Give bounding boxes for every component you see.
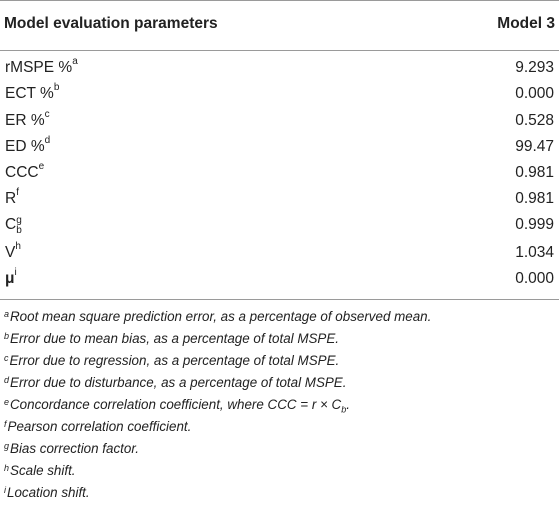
table-bottom-rule: [0, 299, 559, 300]
footnote-text: Location shift.: [7, 485, 90, 500]
footnote-mark: b: [4, 330, 10, 341]
row-label-text: R: [5, 190, 17, 207]
footnote-text: Error due to mean bias, as a percentage …: [10, 331, 340, 346]
footnote-text: Error due to disturbance, as a percentag…: [10, 375, 347, 390]
row-value: 0.000: [515, 270, 554, 287]
footnote: fPearson correlation coefficient.: [4, 419, 554, 441]
table-row: ER %c 0.528: [0, 109, 559, 136]
row-label: μi: [5, 266, 17, 288]
row-value: 0.999: [515, 216, 554, 233]
table-header-rule: [0, 50, 559, 51]
row-label: ECT %b: [5, 81, 60, 103]
footnote: cError due to regression, as a percentag…: [4, 353, 554, 375]
table-header-row: Model evaluation parameters Model 3: [0, 0, 559, 50]
row-label: Rf: [5, 186, 19, 208]
footnotes: aRoot mean square prediction error, as a…: [4, 309, 554, 507]
footnote-text: Concordance correlation coefficient, whe…: [10, 397, 342, 412]
footnote-text: Pearson correlation coefficient.: [7, 419, 192, 434]
table-row: ED %d 99.47: [0, 135, 559, 162]
footnote-mark: h: [4, 462, 10, 473]
footnote-mark: d: [4, 374, 10, 385]
table-row: Vh 1.034: [0, 241, 559, 268]
table-row: μi 0.000: [0, 267, 559, 294]
row-label-text: ED %: [5, 138, 45, 155]
footnote-mark: f: [4, 418, 7, 429]
footnote-mark: e: [4, 396, 10, 407]
row-label: ER %c: [5, 108, 50, 130]
row-value: 0.000: [515, 85, 554, 102]
footnote-text: Error due to regression, as a percentage…: [9, 353, 340, 368]
row-value: 0.981: [515, 164, 554, 181]
footnote: gBias correction factor.: [4, 441, 554, 463]
footnote: iLocation shift.: [4, 485, 554, 507]
row-label: Vh: [5, 240, 21, 262]
footnote: eConcordance correlation coefficient, wh…: [4, 397, 554, 419]
row-label-text: ECT %: [5, 85, 54, 102]
row-label-text: CCC: [5, 164, 39, 181]
row-label: CCCe: [5, 160, 45, 182]
row-value: 9.293: [515, 59, 554, 76]
table-row: ECT %b 0.000: [0, 82, 559, 109]
footnote: aRoot mean square prediction error, as a…: [4, 309, 554, 331]
row-label-sup: c: [44, 108, 50, 120]
footnote: dError due to disturbance, as a percenta…: [4, 375, 554, 397]
row-label-sup: i: [14, 266, 17, 278]
row-label-sup: d: [44, 134, 51, 146]
row-value: 1.034: [515, 244, 554, 261]
row-label-text: rMSPE %: [5, 59, 73, 76]
footnote-text: Root mean square prediction error, as a …: [10, 309, 432, 324]
footnote-sub: b: [341, 404, 347, 415]
row-label-text: μ: [5, 270, 15, 287]
row-label-text: C: [5, 216, 17, 233]
row-value: 99.47: [515, 138, 554, 155]
row-label-text: V: [5, 244, 16, 261]
row-label-sup: a: [72, 55, 78, 67]
row-value: 0.981: [515, 190, 554, 207]
footnote-mark: c: [4, 352, 9, 363]
row-label: rMSPE %a: [5, 55, 78, 77]
row-label-text: ER %: [5, 112, 45, 129]
row-label-sup: g: [16, 215, 22, 226]
footnote-mark: i: [4, 484, 6, 495]
row-label-sup: f: [16, 186, 19, 198]
header-param: Model evaluation parameters: [4, 15, 218, 32]
footnote-after: .: [346, 397, 350, 412]
row-label-sub: b: [16, 225, 22, 236]
header-model: Model 3: [497, 15, 555, 32]
table-row: rMSPE %a 9.293: [0, 56, 559, 83]
footnote: bError due to mean bias, as a percentage…: [4, 331, 554, 353]
row-value: 0.528: [515, 112, 554, 129]
footnote-mark: g: [4, 440, 10, 451]
footnote-text: Scale shift.: [10, 463, 76, 478]
row-label: ED %d: [5, 134, 51, 156]
footnote: hScale shift.: [4, 463, 554, 485]
footnote-mark: a: [4, 308, 10, 319]
row-label-sup: b: [53, 81, 60, 93]
row-label-sup: e: [38, 160, 45, 172]
footnote-text: Bias correction factor.: [10, 441, 140, 456]
table-row: Rf 0.981: [0, 187, 559, 214]
table-top-rule: [0, 0, 559, 1]
row-label-sup: h: [15, 240, 21, 252]
table-row: CCCe 0.981: [0, 161, 559, 188]
